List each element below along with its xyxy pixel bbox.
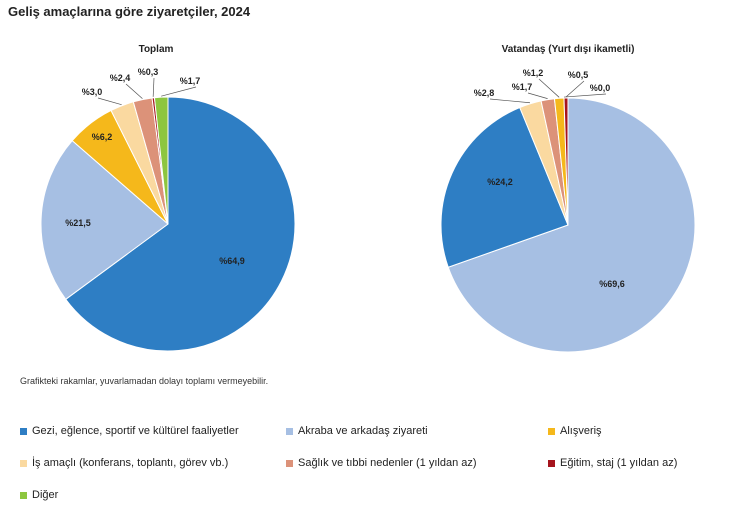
pie0-label-saglik: %2,4 [110,73,131,83]
legend-swatch [286,427,293,435]
footnote: Grafikteki rakamlar, yuvarlamadan dolayı… [20,376,269,386]
pie1-label-diger: %0,0 [590,83,611,93]
pie-charts: Toplam Vatandaş (Yurt dışı ikametli) %64… [40,44,696,353]
legend-label: Eğitim, staj (1 yıldan az) [560,457,678,469]
pie1-label-alisveris: %1,2 [523,68,544,78]
legend-label: Alışveriş [560,425,602,437]
pie0-label-alisveris: %6,2 [92,132,113,142]
pie0-leader-diger [161,86,197,97]
legend-swatch [286,459,293,467]
pie1-leader-saglik [527,92,548,99]
legend-swatch [548,427,555,435]
pie1-label-saglik: %1,7 [512,82,533,92]
pie0-label-gezi: %64,9 [219,256,245,266]
legend-item-gezi: Gezi, eğlence, sportif ve kültürel faali… [20,425,239,437]
pie1-slice-akraba [447,97,696,353]
pie0-leader-saglik [125,83,143,99]
pie1-label-gezi: %24,2 [487,177,513,187]
legend-item-egitim: Eğitim, staj (1 yıldan az) [548,457,677,469]
legend-item-diger: Diğer [20,489,58,501]
pie0-slice-akraba [40,139,169,300]
pie0-label-is: %3,0 [82,87,103,97]
pie0-slice-diger [153,96,169,225]
pie0-leader-is [97,97,122,106]
pie1-leader-alisveris [538,78,560,98]
legend-swatch [20,491,27,499]
pie-title-vatandas: Vatandaş (Yurt dışı ikametli) [502,44,635,55]
pie-vatandas: %24,2 %69,6 %1,2 %2,8 %1,7 %0,5%0,0 [440,68,696,353]
legend-label: Gezi, eğlence, sportif ve kültürel faali… [32,425,239,437]
pie1-label-is: %2,8 [474,88,495,98]
legend-swatch [20,459,27,467]
legend-item-is: İş amaçlı (konferans, toplantı, görev vb… [20,457,228,469]
pie-title-toplam: Toplam [139,44,174,55]
pie1-leader-is [489,98,531,104]
legend-item-saglik: Sağlık ve tıbbi nedenler (1 yıldan az) [286,457,477,469]
pie0-label-egitim: %0,3 [138,67,159,77]
pie1-leader-diger [563,93,607,98]
pie0-label-akraba: %21,5 [65,218,91,228]
pie1-label-akraba: %69,6 [599,279,625,289]
legend-label: İş amaçlı (konferans, toplantı, görev vb… [32,457,229,469]
pie1-slice-egitim [563,97,569,226]
pie0-slice-gezi [65,96,296,352]
legend-item-alisveris: Alışveriş [548,425,602,437]
legend-label: Sağlık ve tıbbi nedenler (1 yıldan az) [298,457,477,469]
legend-item-akraba: Akraba ve arkadaş ziyareti [286,425,428,437]
pie0-label-diger: %1,7 [180,76,201,86]
pie1-slice-gezi [440,106,569,268]
legend-swatch [20,427,27,435]
pie0-leader-egitim [152,77,155,97]
legend-label: Diğer [32,489,59,501]
pie-toplam: %64,9 %21,5 %6,2 %3,0 %2,4 %0,3 %1,7 [40,67,296,352]
pie1-label-egitim: %0,5 [568,70,589,80]
pie1-leader-egitim [565,80,585,98]
legend-label: Akraba ve arkadaş ziyareti [298,425,428,437]
legend-swatch [548,459,555,467]
page-title: Geliş amaçlarına göre ziyaretçiler, 2024 [8,4,251,19]
